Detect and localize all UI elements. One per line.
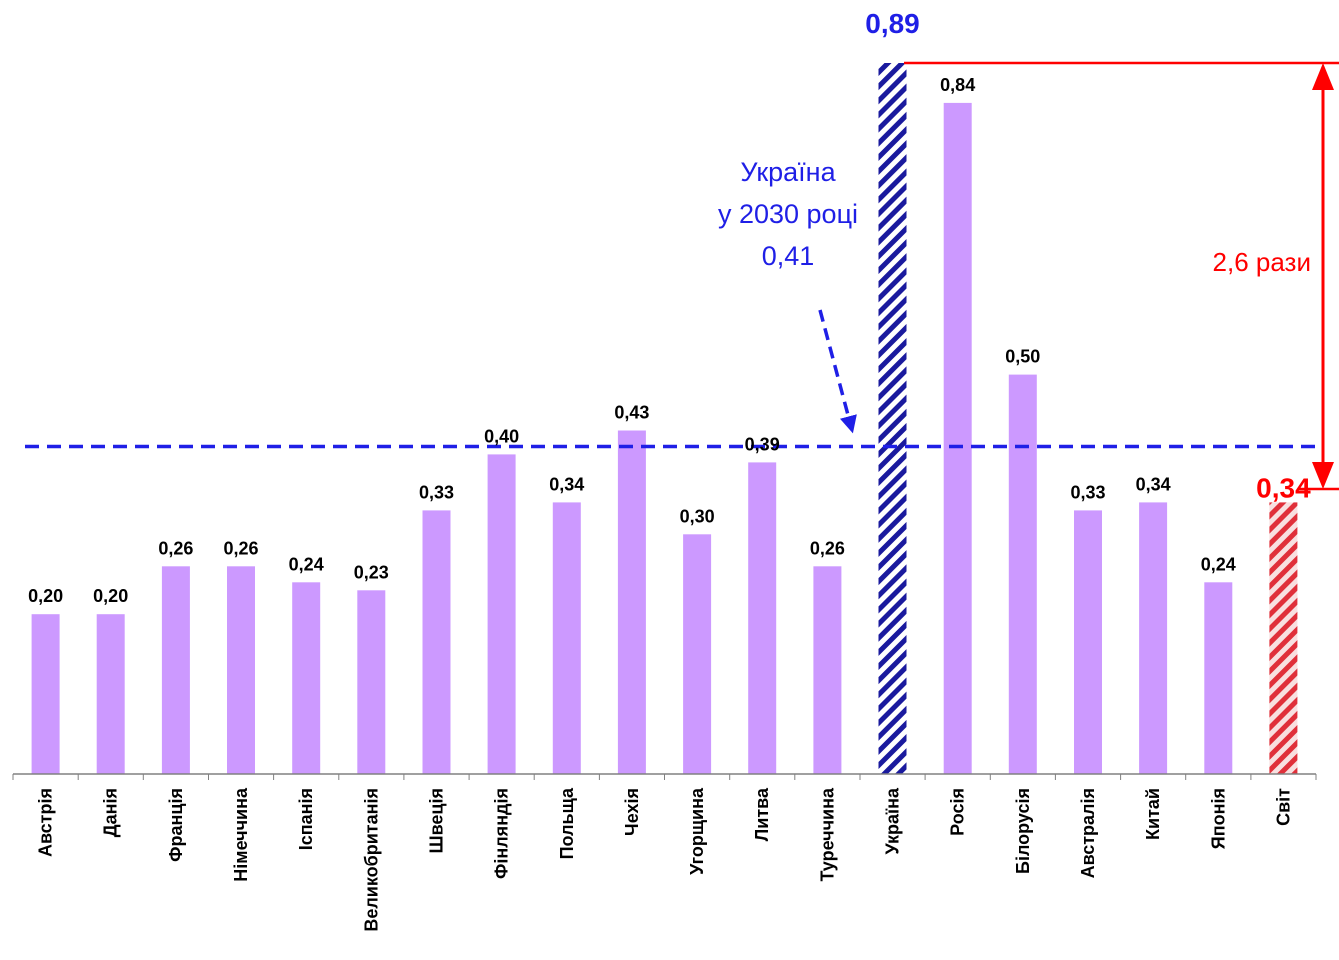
x-tick-label-австрія: Австрія	[36, 788, 56, 857]
x-tick-label-японія: Японія	[1208, 788, 1228, 849]
x-tick-label-австралія: Австралія	[1078, 788, 1098, 878]
ukraine-2030-annotation: Україна у 2030 році 0,41	[718, 157, 858, 434]
value-label-фінляндія: 0,40	[484, 426, 519, 446]
value-label-росія: 0,84	[940, 75, 975, 95]
ratio-label: 2,6 рази	[1213, 247, 1311, 277]
bar-україна	[878, 63, 907, 774]
bar-угорщина	[683, 534, 712, 774]
bar-китай	[1139, 502, 1168, 774]
x-tick-label-чехія: Чехія	[622, 788, 642, 836]
bar-литва	[748, 462, 777, 774]
value-label-чехія: 0,43	[614, 403, 649, 423]
bar-австрія	[31, 614, 60, 774]
value-label-туреччина: 0,26	[810, 538, 845, 558]
x-tick-label-україна: Україна	[883, 787, 903, 854]
ratio-arrow-head-bottom	[1312, 462, 1334, 489]
value-label-іспанія: 0,24	[289, 554, 324, 574]
value-label-данія: 0,20	[93, 586, 128, 606]
x-tick-label-великобританія: Великобританія	[361, 788, 381, 932]
bar-німеччина	[227, 566, 255, 774]
bar-франція	[161, 566, 190, 774]
value-label-австрія: 0,20	[28, 586, 63, 606]
value-label-україна: 0,89	[865, 8, 920, 39]
x-tick-label-угорщина: Угорщина	[687, 787, 707, 875]
value-label-угорщина: 0,30	[680, 506, 715, 526]
bar-білорусія	[1008, 374, 1037, 774]
value-label-австралія: 0,33	[1070, 482, 1105, 502]
x-tick-labels-group: Австрія Данія Франція Німеччина Іспанія Велик…	[36, 787, 1294, 932]
bar-чехія	[617, 430, 646, 774]
x-tick-label-росія: Росія	[948, 788, 968, 836]
ratio-annotation: 2,6 рази	[904, 61, 1339, 491]
bar-світ	[1269, 502, 1298, 774]
x-tick-label-туреччина: Туреччина	[817, 787, 837, 881]
bar-польща	[552, 502, 581, 774]
x-tick-label-польща: Польща	[557, 787, 577, 859]
bar-іспанія	[292, 582, 321, 774]
value-labels-group: 0,20 0,20 0,26 0,26 0,24 0,23 0,33 0,40 0,34 0,43…	[28, 8, 1311, 606]
annotation-ukraine-line2: у 2030 році	[718, 199, 858, 229]
x-tick-label-світ: Світ	[1273, 788, 1293, 826]
bar-великобританія	[357, 590, 386, 774]
x-tick-label-литва: Литва	[752, 787, 772, 841]
x-tick-label-швеція: Швеція	[427, 788, 447, 854]
value-label-швеція: 0,33	[419, 482, 454, 502]
value-label-німеччина: 0,26	[223, 538, 258, 558]
x-axis	[12, 773, 1317, 780]
bar-туреччина	[813, 566, 842, 774]
x-tick-label-німеччина: Німеччина	[231, 787, 251, 882]
value-label-білорусія: 0,50	[1005, 347, 1040, 367]
x-tick-label-білорусія: Білорусія	[1013, 788, 1033, 874]
annotation-arrow	[818, 309, 857, 434]
bar-росія	[943, 102, 972, 774]
value-label-франція: 0,26	[158, 538, 193, 558]
value-label-литва: 0,39	[745, 434, 780, 454]
bar-швеція	[422, 510, 451, 774]
bar-фінляндія	[487, 454, 516, 774]
x-tick-label-китай: Китай	[1143, 788, 1163, 840]
x-tick-label-франція: Франція	[166, 788, 186, 862]
value-label-польща: 0,34	[549, 474, 584, 494]
bar-данія	[96, 614, 125, 774]
x-tick-label-фінляндія: Фінляндія	[492, 788, 512, 879]
bar-японія	[1204, 582, 1233, 774]
value-label-китай: 0,34	[1136, 474, 1171, 494]
annotation-ukraine-line3: 0,41	[762, 241, 815, 271]
x-tick-label-данія: Данія	[101, 788, 121, 837]
annotation-ukraine-line1: Україна	[740, 157, 836, 187]
bar-австралія	[1074, 510, 1102, 774]
value-label-великобританія: 0,23	[354, 562, 389, 582]
x-tick-label-іспанія: Іспанія	[296, 788, 316, 850]
ratio-arrow-head-top	[1312, 63, 1334, 90]
value-label-японія: 0,24	[1201, 554, 1236, 574]
bars-group	[31, 63, 1298, 774]
